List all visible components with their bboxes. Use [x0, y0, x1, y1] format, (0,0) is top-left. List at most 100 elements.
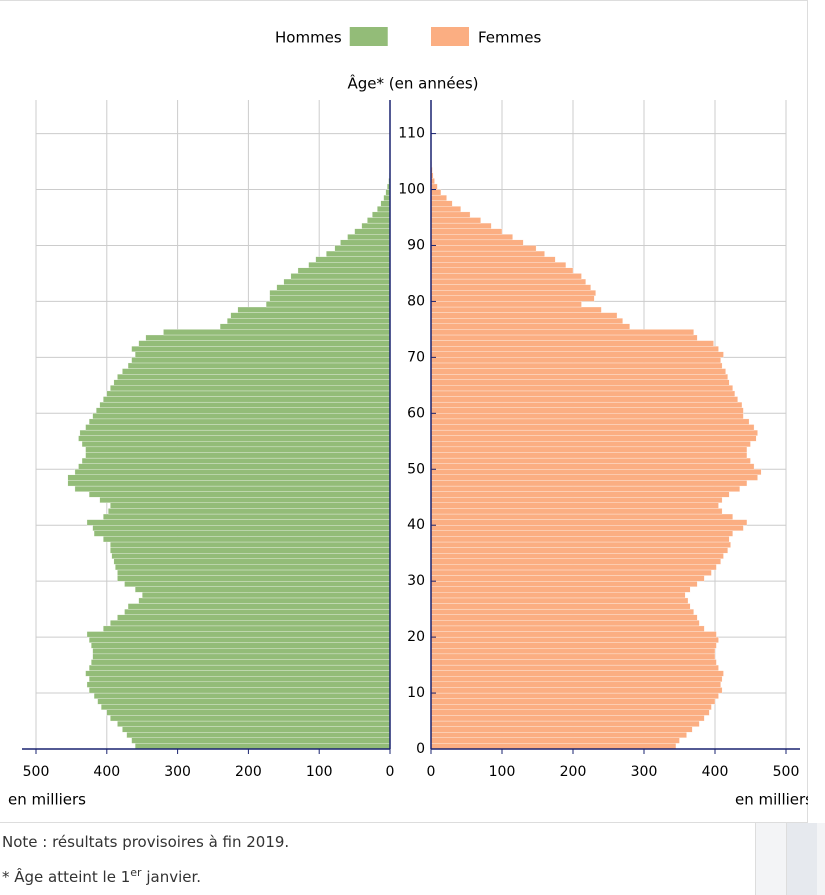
bar [430, 245, 537, 252]
bar [372, 211, 391, 218]
bar [113, 558, 391, 565]
bar [430, 715, 705, 722]
bar [106, 390, 391, 397]
bar [78, 463, 391, 470]
bar [430, 603, 691, 610]
bar [134, 586, 391, 593]
bar [106, 709, 391, 716]
bar [430, 183, 438, 190]
x-tick-label: 400 [702, 764, 729, 780]
bar [134, 743, 391, 750]
bar [430, 206, 461, 213]
bar [85, 452, 391, 459]
bar [86, 681, 391, 688]
bar [430, 536, 730, 543]
bar [430, 608, 694, 615]
bar [138, 340, 391, 347]
bar [430, 262, 567, 268]
bar [88, 491, 391, 498]
bar [430, 396, 738, 403]
bar [380, 200, 391, 207]
legend-label: Femmes [478, 29, 541, 47]
bar [334, 245, 391, 252]
x-tick-label: 300 [164, 764, 191, 780]
scrollbar-thumb [786, 823, 817, 895]
bar [354, 228, 391, 235]
bar [113, 379, 391, 386]
y-tick-label: 110 [398, 126, 425, 142]
bar [430, 446, 748, 453]
x-tick-label: 200 [560, 764, 587, 780]
bar [88, 664, 391, 671]
bar [430, 508, 723, 515]
bar [91, 642, 391, 649]
bar [88, 687, 391, 694]
bar [88, 636, 391, 643]
bar [430, 732, 687, 738]
bar [88, 676, 391, 683]
bar [430, 346, 719, 352]
legend-swatch [349, 27, 388, 46]
bar [430, 692, 719, 699]
bar [430, 273, 582, 280]
bar [110, 385, 391, 392]
bar [430, 558, 721, 565]
bar [430, 429, 758, 436]
bar [430, 267, 574, 274]
bar [430, 239, 524, 246]
bar [237, 306, 391, 313]
bar [430, 323, 630, 330]
bar [430, 217, 481, 224]
bar [430, 368, 726, 375]
bar [127, 603, 391, 610]
bar [103, 625, 391, 632]
bar [74, 485, 391, 492]
x-axis-title: en milliers [735, 791, 808, 809]
bar [430, 513, 733, 520]
bar [430, 636, 719, 643]
bar [97, 698, 391, 705]
bar [85, 670, 391, 677]
bar [430, 648, 716, 655]
bar [430, 435, 757, 442]
bar [430, 334, 698, 341]
bar [86, 631, 391, 638]
bar [67, 480, 391, 487]
bar [138, 597, 391, 604]
bar [430, 631, 717, 638]
bar [430, 569, 712, 576]
bar [81, 457, 391, 464]
bar [430, 373, 728, 380]
bar [88, 418, 391, 425]
bar [430, 743, 677, 750]
bar [340, 239, 391, 246]
bar [265, 301, 391, 308]
bar [126, 732, 391, 738]
bar [91, 659, 391, 666]
bar [430, 284, 591, 291]
bar [430, 709, 710, 716]
bar [67, 474, 391, 481]
bar [361, 222, 391, 229]
bar [110, 715, 391, 722]
bar [430, 564, 717, 571]
bar [430, 418, 750, 425]
bar [430, 290, 596, 296]
bar [430, 530, 733, 537]
bar [430, 295, 595, 302]
bar [92, 525, 391, 531]
bar [430, 597, 689, 604]
bar [430, 698, 716, 705]
bar [430, 250, 545, 257]
x-tick-label: 100 [306, 764, 333, 780]
bar [347, 234, 391, 241]
bar [430, 390, 736, 397]
bar [430, 228, 503, 235]
bar [430, 474, 758, 481]
bar [276, 284, 391, 291]
bar [430, 413, 744, 420]
bar [430, 200, 453, 207]
bar [117, 720, 391, 727]
bar [430, 586, 691, 593]
